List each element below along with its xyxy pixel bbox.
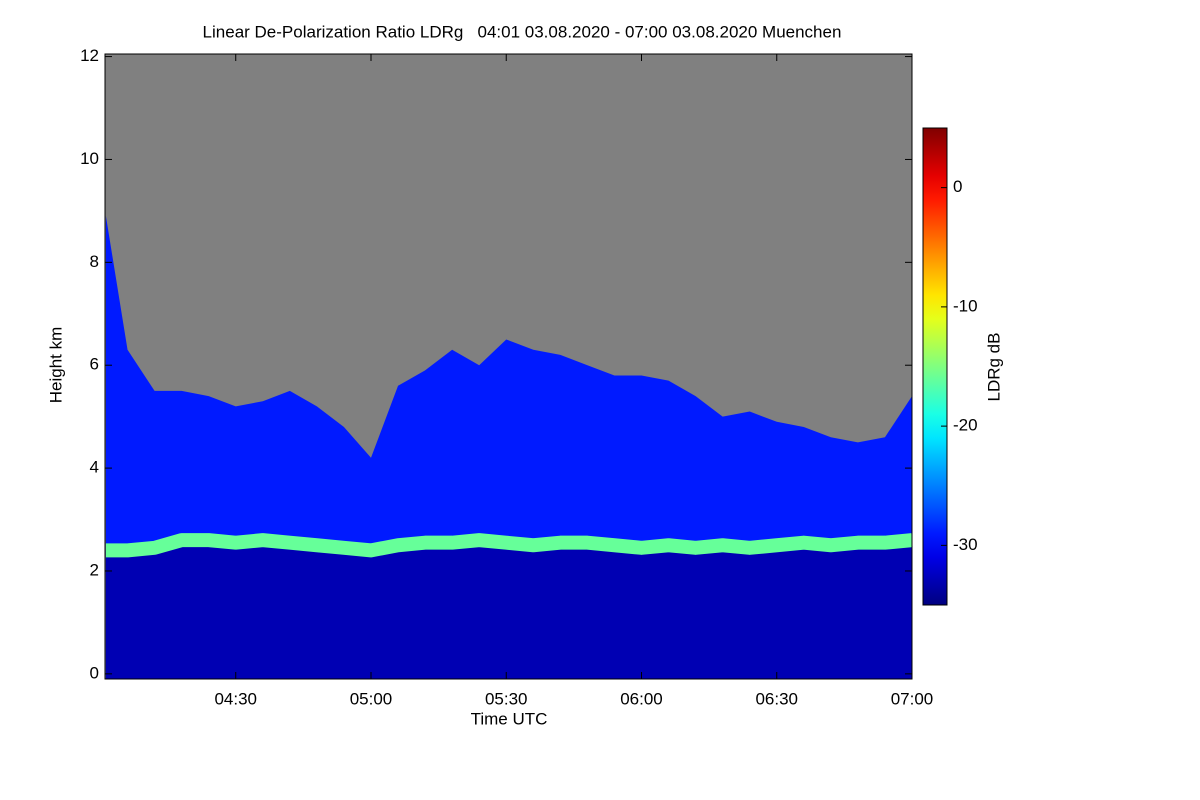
- y-tick-label: 12: [80, 46, 99, 65]
- colorbar-label: LDRg dB: [984, 333, 1003, 402]
- colorbar-tick-label: 0: [953, 177, 962, 196]
- x-tick-label: 07:00: [891, 689, 934, 708]
- y-tick-label: 10: [80, 149, 99, 168]
- chart-title: Linear De-Polarization Ratio LDRg 04:01 …: [203, 22, 842, 41]
- y-tick-label: 6: [90, 355, 99, 374]
- y-tick-label: 4: [90, 458, 99, 477]
- x-axis-label: Time UTC: [471, 709, 548, 728]
- y-tick-label: 2: [90, 560, 99, 579]
- colorbar-tick-label: -10: [953, 296, 978, 315]
- y-tick-label: 0: [90, 663, 99, 682]
- x-tick-label: 05:30: [485, 689, 528, 708]
- x-tick-label: 06:30: [755, 689, 798, 708]
- colorbar-tick-label: -30: [953, 535, 978, 554]
- x-tick-label: 04:30: [214, 689, 257, 708]
- colorbar: [922, 127, 948, 606]
- melting-layer: [105, 533, 913, 558]
- rain-region: [105, 540, 912, 679]
- x-tick-label: 06:00: [620, 689, 663, 708]
- colorbar-tick-label: -20: [953, 416, 978, 435]
- plot-frame: [104, 53, 913, 680]
- y-tick-label: 8: [90, 252, 99, 271]
- y-axis-label: Height km: [46, 327, 65, 404]
- x-tick-label: 05:00: [350, 689, 393, 708]
